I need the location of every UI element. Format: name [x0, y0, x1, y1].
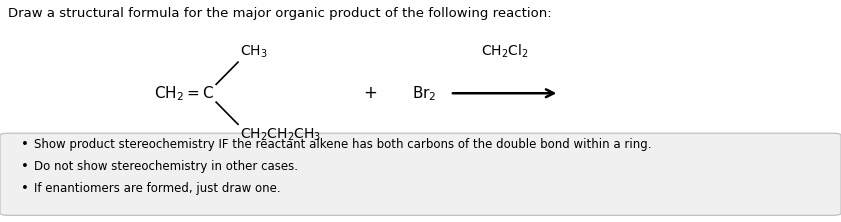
- Text: $\mathsf{CH_2Cl_2}$: $\mathsf{CH_2Cl_2}$: [481, 43, 528, 60]
- Text: Show product stereochemistry IF the reactant alkene has both carbons of the doub: Show product stereochemistry IF the reac…: [34, 138, 651, 151]
- Text: $\mathsf{Br_2}$: $\mathsf{Br_2}$: [412, 84, 436, 103]
- FancyBboxPatch shape: [0, 133, 841, 215]
- Text: $\mathsf{CH_3}$: $\mathsf{CH_3}$: [240, 44, 267, 60]
- Text: $\mathsf{CH_2CH_2CH_3}$: $\mathsf{CH_2CH_2CH_3}$: [240, 127, 321, 143]
- Text: +: +: [363, 84, 377, 102]
- Text: •: •: [21, 138, 29, 151]
- Text: $\mathsf{CH_2{=}C}$: $\mathsf{CH_2{=}C}$: [155, 84, 214, 103]
- Text: •: •: [21, 160, 29, 173]
- Text: Draw a structural formula for the major organic product of the following reactio: Draw a structural formula for the major …: [8, 7, 552, 20]
- Text: •: •: [21, 182, 29, 195]
- Text: If enantiomers are formed, just draw one.: If enantiomers are formed, just draw one…: [34, 182, 280, 195]
- Text: Do not show stereochemistry in other cases.: Do not show stereochemistry in other cas…: [34, 160, 298, 173]
